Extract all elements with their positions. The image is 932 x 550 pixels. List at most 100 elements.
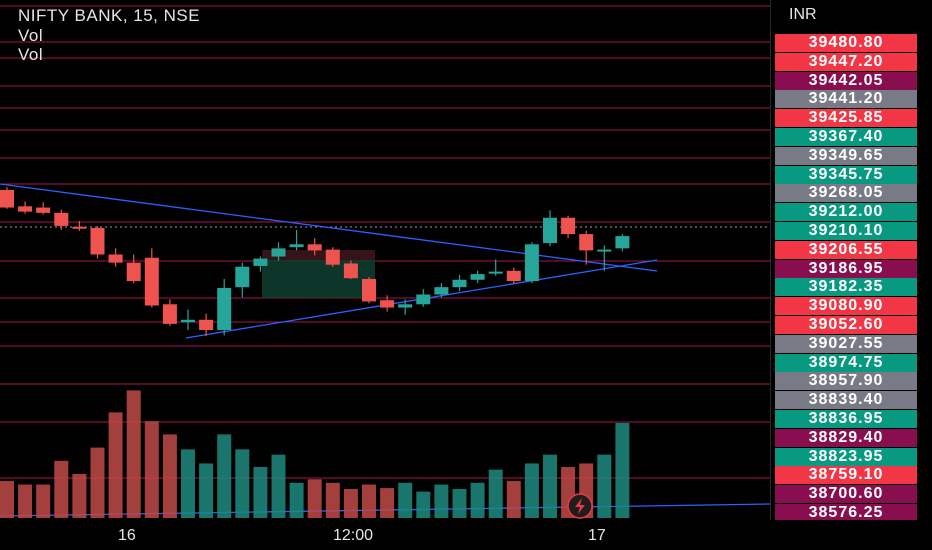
candle-body: [144, 257, 159, 306]
price-label: 39080.90: [775, 297, 917, 316]
candle-body: [36, 207, 51, 213]
candle-body: [543, 217, 557, 244]
price-label: 39425.85: [775, 109, 917, 128]
candle-body: [0, 190, 14, 208]
candle-body: [561, 217, 576, 235]
candle-body: [362, 278, 376, 302]
price-label: 38576.25: [775, 504, 917, 522]
indicator-label-vol-1[interactable]: Vol: [18, 26, 44, 45]
candle-body: [597, 249, 612, 252]
candle-body: [579, 234, 594, 251]
price-label: 38974.75: [775, 353, 917, 372]
price-label: 39441.20: [775, 90, 917, 109]
price-label: 39210.10: [775, 222, 917, 240]
candle-body: [235, 266, 250, 288]
price-label: 39052.60: [775, 316, 917, 334]
candle-body: [470, 274, 485, 280]
price-chart[interactable]: NIFTY BANK, 15, NSE Vol Vol: [0, 0, 771, 520]
volume-bar: [72, 474, 87, 518]
price-label: 39212.00: [775, 203, 917, 222]
volume-bar: [235, 449, 250, 518]
price-label: 39182.35: [775, 278, 917, 297]
volume-bar: [597, 454, 612, 518]
price-label: 39447.20: [775, 52, 917, 71]
candle-body: [343, 263, 358, 279]
candle-body: [162, 304, 177, 324]
candle-body: [18, 206, 33, 212]
price-label: 39367.40: [775, 128, 917, 146]
price-label: 38839.40: [775, 391, 917, 410]
volume-bar: [253, 466, 268, 518]
time-label-17: 17: [588, 527, 606, 544]
volume-bar: [380, 488, 395, 518]
price-label: 39206.55: [775, 240, 917, 259]
candle-body: [380, 300, 395, 308]
price-label: 39345.75: [775, 165, 917, 184]
price-label: 39480.80: [775, 34, 917, 52]
candle-body: [524, 244, 539, 282]
volume-bar: [271, 454, 286, 518]
price-label: 39349.65: [775, 146, 917, 165]
volume-bar: [54, 460, 69, 518]
price-label: 38759.10: [775, 466, 917, 485]
volume-bar: [416, 491, 431, 518]
candle-body: [54, 212, 69, 226]
candle-body: [615, 236, 630, 249]
flash-icon[interactable]: [562, 492, 598, 520]
candle-body: [398, 304, 413, 308]
candle-body: [108, 254, 123, 263]
candle-body: [72, 226, 87, 229]
candle-body: [289, 244, 304, 248]
currency-label[interactable]: INR: [789, 6, 817, 23]
volume-bar: [470, 482, 485, 518]
candle-body: [90, 227, 105, 255]
volume-bar: [36, 484, 51, 518]
volume-bar: [0, 481, 14, 518]
volume-bar: [434, 484, 449, 518]
volume-bar: [289, 482, 304, 518]
volume-bar: [199, 463, 214, 518]
chart-canvas[interactable]: [0, 0, 771, 520]
volume-bar: [543, 454, 557, 518]
candle-body: [181, 319, 195, 323]
candle-body: [199, 319, 214, 330]
range-box-top: [262, 250, 375, 260]
price-label: 38823.95: [775, 447, 917, 466]
price-label: 38700.60: [775, 485, 917, 504]
volume-bar: [362, 484, 376, 518]
price-label: 38829.40: [775, 428, 917, 447]
candle-body: [434, 287, 449, 295]
candle-body: [126, 262, 141, 282]
indicator-label-vol-2[interactable]: Vol: [18, 45, 44, 64]
candle-body: [325, 249, 340, 265]
time-axis[interactable]: 16 12:00 17: [0, 520, 932, 550]
candle-body: [217, 287, 232, 330]
volume-bar: [144, 421, 159, 518]
volume-bar: [126, 390, 141, 518]
volume-bar: [452, 488, 467, 518]
price-label: 39268.05: [775, 184, 917, 203]
volume-bar: [325, 482, 340, 518]
volume-bar: [18, 484, 33, 518]
volume-bar: [506, 481, 521, 518]
time-label-16: 16: [118, 527, 136, 544]
upper-trendline: [0, 183, 658, 272]
volume-bar: [162, 434, 177, 518]
candle-body: [271, 248, 286, 257]
candle-body: [416, 294, 431, 305]
volume-bar: [488, 469, 503, 518]
candle-body: [452, 279, 467, 288]
volume-bar: [398, 482, 413, 518]
symbol-title[interactable]: NIFTY BANK, 15, NSE: [18, 6, 201, 25]
candle-body: [488, 271, 503, 274]
volume-bar: [181, 449, 195, 518]
price-label: 38836.95: [775, 410, 917, 428]
volume-bar: [524, 463, 539, 518]
volume-bar: [307, 479, 322, 518]
volume-bar: [217, 434, 232, 518]
price-axis[interactable]: INR 39480.80 39447.20 39442.05 39441.20 3942…: [770, 0, 932, 522]
volume-bar: [615, 422, 630, 518]
volume-bar: [108, 412, 123, 518]
price-label: 39442.05: [775, 71, 917, 90]
price-label: 38957.90: [775, 372, 917, 391]
